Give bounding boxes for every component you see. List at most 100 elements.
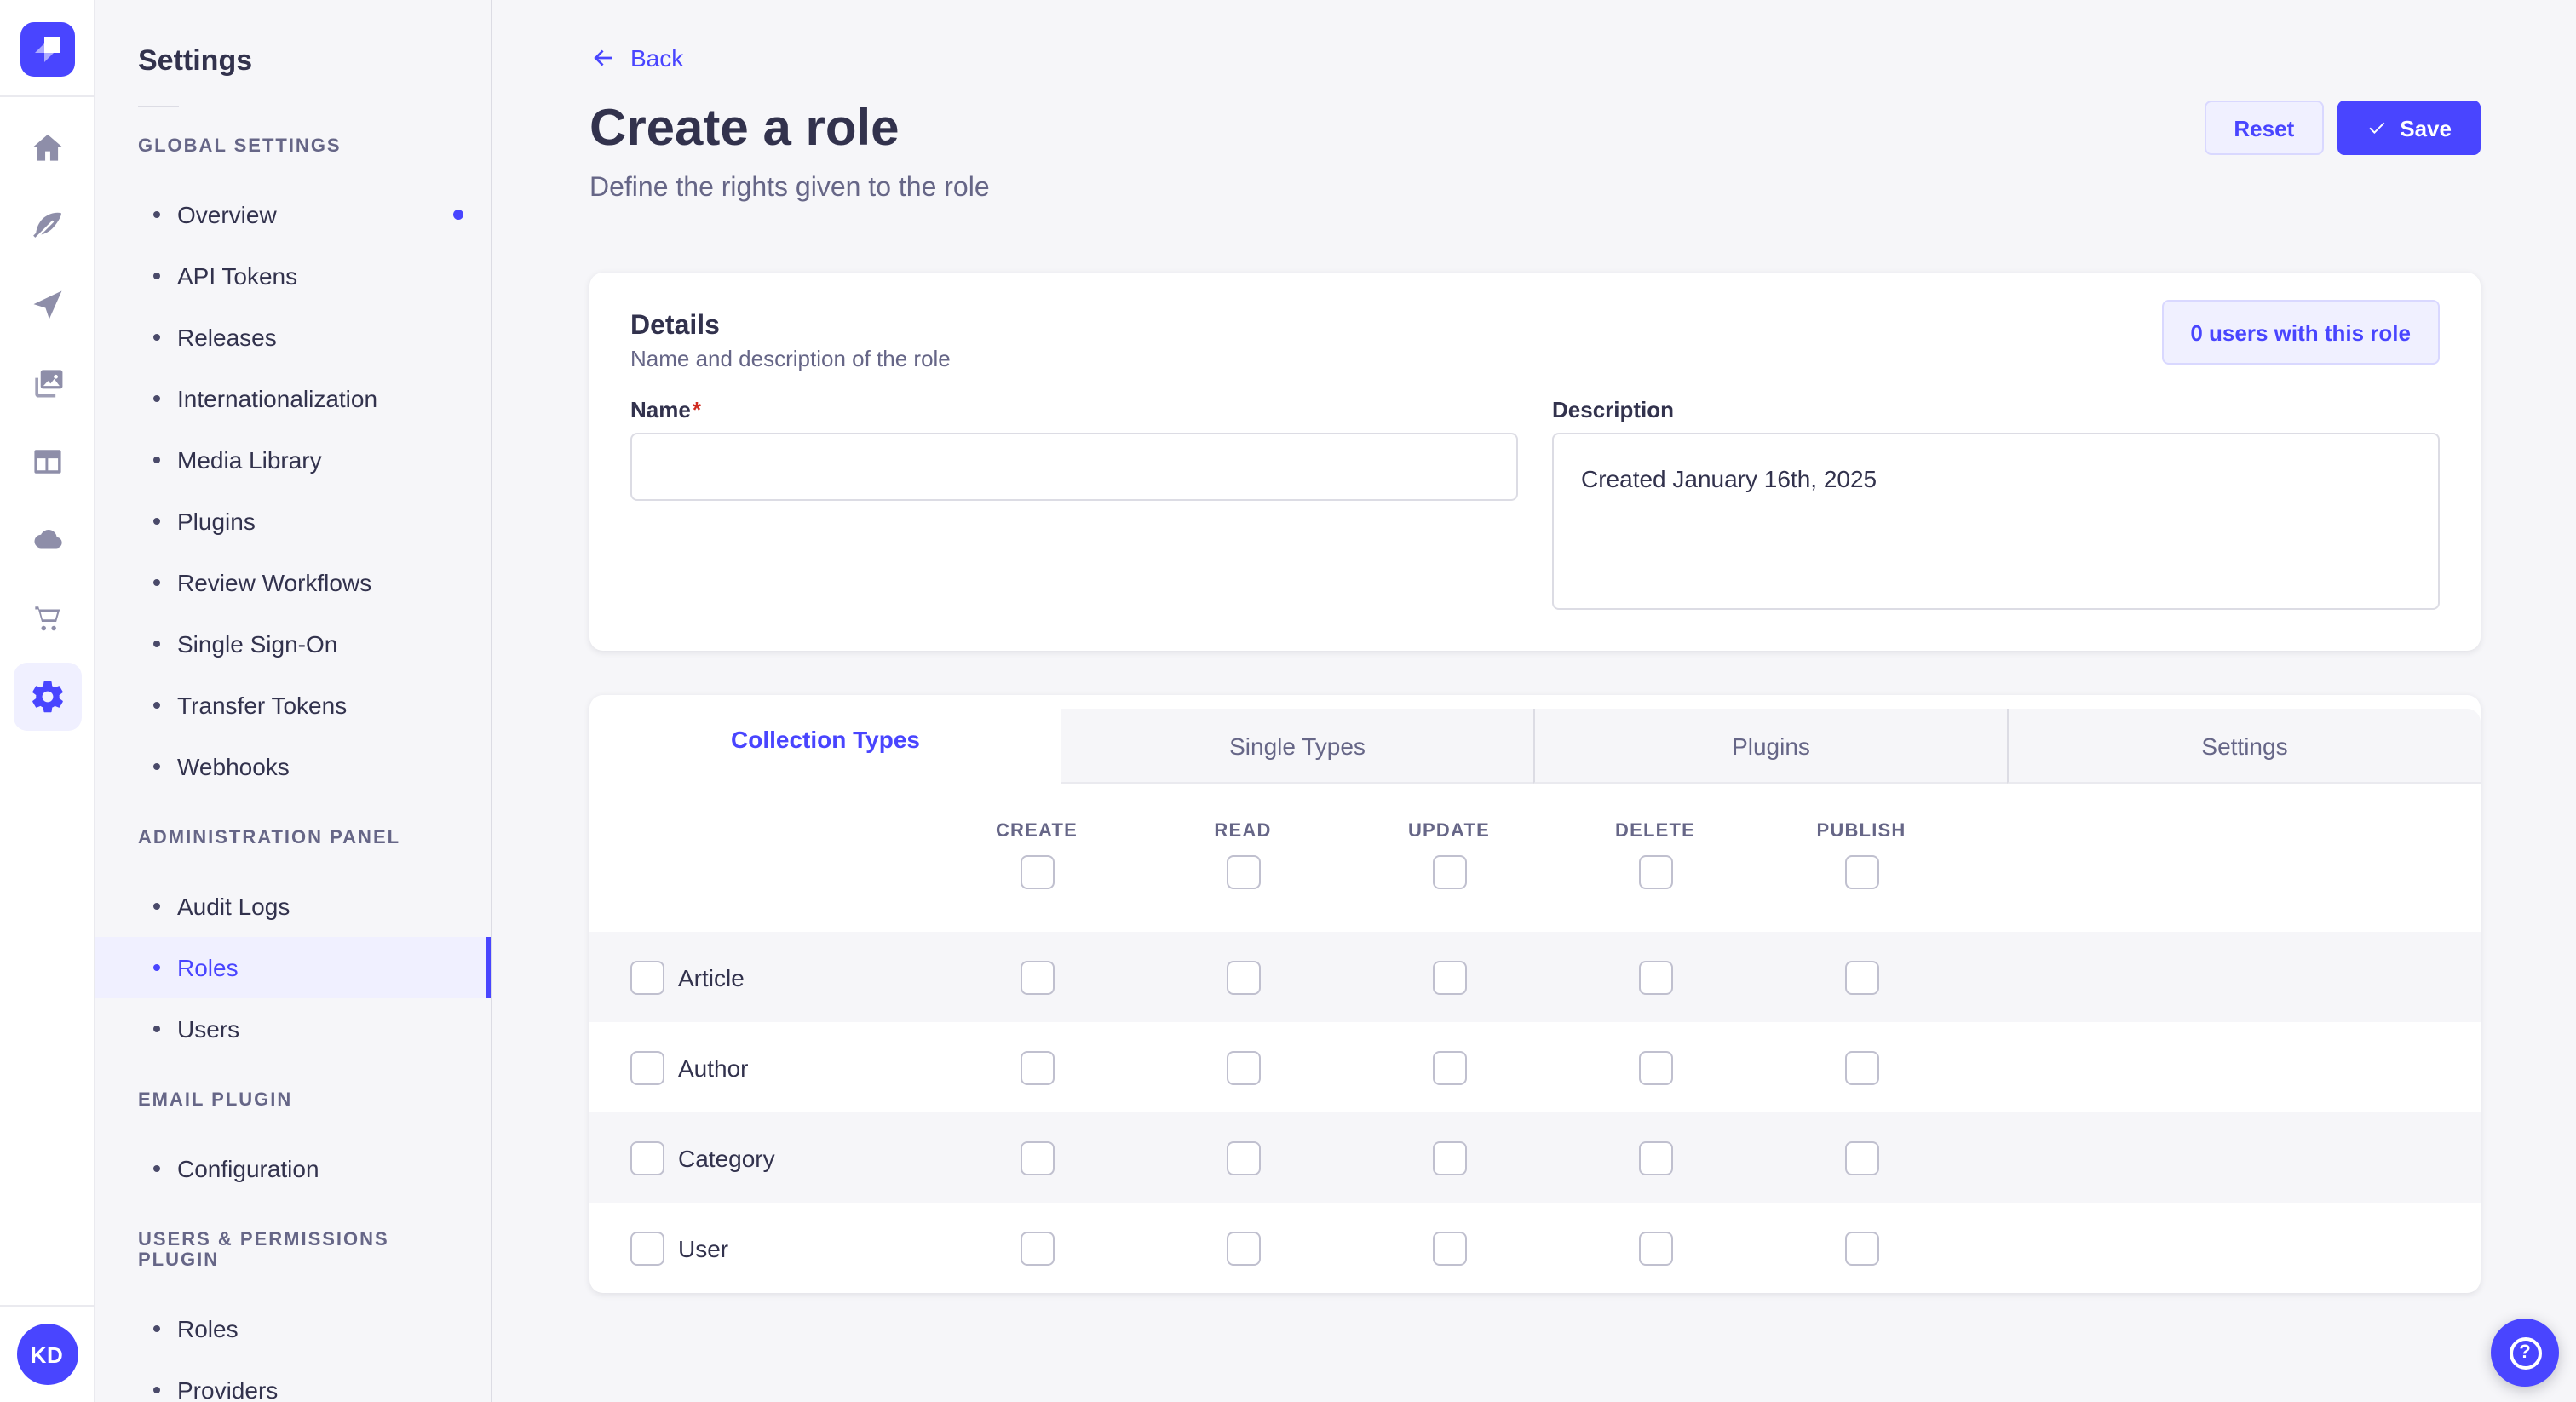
help-button[interactable]: ? bbox=[2491, 1319, 2559, 1387]
column-label-create: CREATE bbox=[995, 821, 1078, 842]
author-read-checkbox[interactable] bbox=[1226, 1050, 1260, 1084]
details-card-subtitle: Name and description of the role bbox=[630, 346, 951, 371]
select-all-update-checkbox[interactable] bbox=[1432, 855, 1466, 889]
sidebar-item-configuration[interactable]: Configuration bbox=[95, 1138, 491, 1199]
rail-bottom: KD bbox=[0, 1305, 94, 1402]
author-update-checkbox[interactable] bbox=[1432, 1050, 1466, 1084]
article-publish-checkbox[interactable] bbox=[1844, 960, 1878, 994]
row-select-article-checkbox[interactable] bbox=[630, 960, 664, 994]
row-select-category-checkbox[interactable] bbox=[630, 1141, 664, 1175]
category-delete-checkbox[interactable] bbox=[1638, 1141, 1672, 1175]
sidebar-item-releases[interactable]: Releases bbox=[95, 307, 491, 368]
user-publish-checkbox[interactable] bbox=[1844, 1231, 1878, 1265]
permissions-card: Collection Types Single Types Plugins Se… bbox=[589, 695, 2481, 1293]
article-read-checkbox[interactable] bbox=[1226, 960, 1260, 994]
name-input[interactable] bbox=[630, 433, 1518, 501]
row-select-user-checkbox[interactable] bbox=[630, 1231, 664, 1265]
feather-icon[interactable] bbox=[13, 192, 81, 261]
header-actions: Reset Save bbox=[2205, 101, 2481, 155]
select-all-create-checkbox[interactable] bbox=[1020, 855, 1054, 889]
author-publish-checkbox[interactable] bbox=[1844, 1050, 1878, 1084]
category-create-checkbox[interactable] bbox=[1020, 1141, 1054, 1175]
bullet-icon bbox=[153, 641, 160, 647]
rail-icon-list bbox=[13, 114, 81, 731]
notification-dot bbox=[453, 210, 463, 220]
select-all-read-checkbox[interactable] bbox=[1226, 855, 1260, 889]
sidebar-item-internationalization[interactable]: Internationalization bbox=[95, 368, 491, 429]
page-header: Create a role Define the rights given to… bbox=[589, 99, 2481, 204]
reset-button[interactable]: Reset bbox=[2205, 101, 2324, 155]
gear-icon[interactable] bbox=[13, 663, 81, 731]
category-update-checkbox[interactable] bbox=[1432, 1141, 1466, 1175]
tab-settings[interactable]: Settings bbox=[2007, 709, 2481, 784]
media-icon[interactable] bbox=[13, 349, 81, 417]
layout-icon[interactable] bbox=[13, 428, 81, 496]
sidebar-item-single-sign-on[interactable]: Single Sign-On bbox=[95, 613, 491, 675]
paper-plane-icon[interactable] bbox=[13, 271, 81, 339]
cloud-icon[interactable] bbox=[13, 506, 81, 574]
strapi-logo[interactable] bbox=[20, 22, 74, 77]
sidebar-item-media-library[interactable]: Media Library bbox=[95, 429, 491, 491]
settings-sidebar: Settings GLOBAL SETTINGS Overview API To… bbox=[95, 0, 492, 1402]
details-fields: Name * Description Created January 16th, … bbox=[630, 395, 2440, 610]
rail-divider bbox=[0, 95, 94, 97]
sidebar-item-review-workflows[interactable]: Review Workflows bbox=[95, 552, 491, 613]
article-update-checkbox[interactable] bbox=[1432, 960, 1466, 994]
article-create-checkbox[interactable] bbox=[1020, 960, 1054, 994]
category-publish-checkbox[interactable] bbox=[1844, 1141, 1878, 1175]
bullet-icon bbox=[153, 273, 160, 279]
sidebar-title: Settings bbox=[138, 44, 253, 77]
article-delete-checkbox[interactable] bbox=[1638, 960, 1672, 994]
home-icon[interactable] bbox=[13, 114, 81, 182]
bullet-icon bbox=[153, 579, 160, 586]
sidebar-item-overview[interactable]: Overview bbox=[95, 184, 491, 245]
sidebar-title-divider bbox=[138, 106, 179, 107]
section-label-users-permissions-plugin: USERS & PERMISSIONS PLUGIN bbox=[138, 1230, 389, 1271]
bullet-icon bbox=[153, 211, 160, 218]
save-button[interactable]: Save bbox=[2337, 101, 2481, 155]
cart-icon[interactable] bbox=[13, 584, 81, 652]
help-icon: ? bbox=[2509, 1336, 2541, 1369]
sidebar-item-plugins[interactable]: Plugins bbox=[95, 491, 491, 552]
sidebar-item-roles-active[interactable]: Roles bbox=[95, 937, 491, 998]
tab-single-types[interactable]: Single Types bbox=[1061, 709, 1533, 784]
column-label-read: READ bbox=[1214, 821, 1272, 842]
sidebar-item-api-tokens[interactable]: API Tokens bbox=[95, 245, 491, 307]
arrow-left-icon bbox=[594, 49, 612, 66]
select-all-delete-checkbox[interactable] bbox=[1638, 855, 1672, 889]
back-link[interactable]: Back bbox=[589, 44, 683, 72]
sidebar-item-audit-logs[interactable]: Audit Logs bbox=[95, 876, 491, 937]
select-all-publish-checkbox[interactable] bbox=[1844, 855, 1878, 889]
users-with-role-button[interactable]: 0 users with this role bbox=[2161, 300, 2440, 365]
table-row-user: User bbox=[589, 1203, 2481, 1293]
tab-plugins[interactable]: Plugins bbox=[1533, 709, 2007, 784]
page-title: Create a role bbox=[589, 101, 900, 157]
description-textarea[interactable]: Created January 16th, 2025 bbox=[1552, 433, 2440, 610]
sidebar-item-transfer-tokens[interactable]: Transfer Tokens bbox=[95, 675, 491, 736]
author-create-checkbox[interactable] bbox=[1020, 1050, 1054, 1084]
user-update-checkbox[interactable] bbox=[1432, 1231, 1466, 1265]
author-delete-checkbox[interactable] bbox=[1638, 1050, 1672, 1084]
section-label-administration-panel: ADMINISTRATION PANEL bbox=[138, 828, 401, 848]
table-row-category: Category bbox=[589, 1112, 2481, 1203]
icon-rail: KD bbox=[0, 0, 95, 1402]
name-field-group: Name * bbox=[630, 395, 1518, 610]
description-label: Description bbox=[1552, 397, 1675, 422]
sidebar-item-users[interactable]: Users bbox=[95, 998, 491, 1060]
column-label-delete: DELETE bbox=[1615, 821, 1695, 842]
sidebar-item-up-providers[interactable]: Providers bbox=[95, 1359, 491, 1402]
avatar[interactable]: KD bbox=[16, 1324, 78, 1385]
administration-panel-list: Audit Logs Roles Users bbox=[95, 876, 491, 1060]
sidebar-item-webhooks[interactable]: Webhooks bbox=[95, 736, 491, 797]
tab-collection-types[interactable]: Collection Types bbox=[589, 695, 1061, 784]
row-select-author-checkbox[interactable] bbox=[630, 1050, 664, 1084]
user-delete-checkbox[interactable] bbox=[1638, 1231, 1672, 1265]
bullet-icon bbox=[153, 1165, 160, 1172]
user-read-checkbox[interactable] bbox=[1226, 1231, 1260, 1265]
check-icon bbox=[2368, 122, 2384, 134]
user-create-checkbox[interactable] bbox=[1020, 1231, 1054, 1265]
sidebar-item-up-roles[interactable]: Roles bbox=[95, 1298, 491, 1359]
bullet-icon bbox=[153, 763, 160, 770]
category-read-checkbox[interactable] bbox=[1226, 1141, 1260, 1175]
